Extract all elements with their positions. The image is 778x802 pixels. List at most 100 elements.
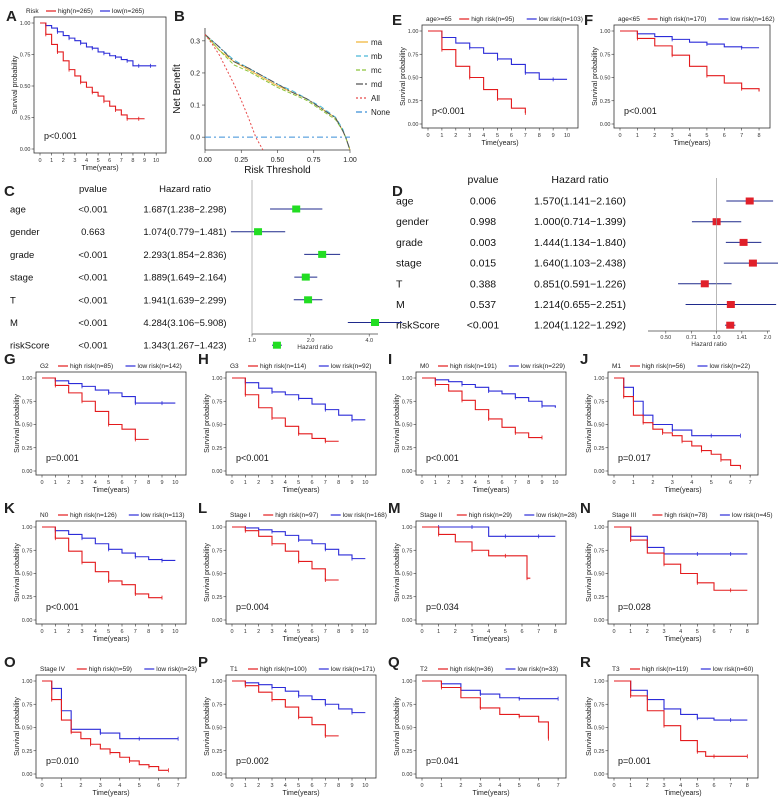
- x-tick-label: 3: [270, 480, 273, 486]
- p-value-label: p<0.001: [46, 602, 79, 612]
- legend-low-label: low risk(n=23): [156, 666, 197, 673]
- km-panel-m: 0 1 2 3 4 5 6 7 8 0.00 0.25 0.50 0.75 1.00 Time(years)…: [394, 512, 577, 643]
- x-tick-label: 4: [474, 480, 477, 486]
- panel-letter-f: F: [584, 12, 593, 29]
- hr-marker: [301, 273, 310, 281]
- plot-frame: [607, 371, 759, 476]
- plot-frame: [415, 371, 567, 476]
- legend-title: Risk: [26, 8, 39, 15]
- y-tick-label: 0.75: [402, 548, 413, 554]
- row-variable: T: [10, 295, 16, 306]
- y-tick-label: 0.25: [402, 749, 413, 755]
- x-tick-label: 0.75: [307, 157, 321, 164]
- x-axis-label: Time(years): [282, 790, 319, 797]
- y-tick-label: 0.00: [22, 618, 33, 624]
- x-tick-label: 6: [120, 480, 123, 486]
- x-tick-label: 8: [758, 133, 761, 139]
- x-tick-label: 1: [632, 480, 635, 486]
- y-tick-label: 0.00: [22, 469, 33, 475]
- x-tick-label: 9: [143, 158, 146, 164]
- row-pvalue: 0.537: [470, 299, 496, 311]
- high-risk-curve: [232, 526, 339, 581]
- x-tick-label: 0: [420, 480, 423, 486]
- row-hazard-ratio: 1.214(0.655−2.251): [534, 299, 626, 311]
- plot-frame: [35, 674, 187, 779]
- panel-letter-i: I: [388, 351, 392, 368]
- x-tick-label: 3: [671, 133, 674, 139]
- p-value-label: p=0.017: [618, 453, 651, 463]
- legend-high-label: high risk(n=126): [70, 512, 117, 519]
- header-pvalue: pvalue: [79, 184, 107, 195]
- x-tick-label: 1: [629, 629, 632, 635]
- x-tick-label: 7: [324, 629, 327, 635]
- y-tick-label: 1.00: [402, 376, 413, 382]
- x-tick-label: 3: [270, 629, 273, 635]
- x-tick-label: 9: [160, 480, 163, 486]
- x-tick-label: 0.25: [234, 157, 248, 164]
- y-tick-label: 1.00: [22, 679, 33, 685]
- y-tick-label: 0.00: [402, 469, 413, 475]
- y-tick-label: 0.00: [594, 772, 605, 778]
- x-tick-label: 3: [80, 480, 83, 486]
- high-risk-curve: [422, 377, 542, 439]
- p-value-label: p=0.034: [426, 602, 459, 612]
- y-axis-label: Survival probability: [400, 47, 407, 106]
- x-tick-label: 2: [257, 480, 260, 486]
- row-variable: riskScore: [10, 341, 50, 352]
- legend-low-label: low risk(n=171): [331, 666, 375, 673]
- dca-panel-b: 0.00 0.25 0.50 0.75 1.00 0.0 0.1 0.2 0.3 Risk Thr…: [172, 28, 391, 176]
- x-axis-label: Time(years): [481, 140, 518, 147]
- y-tick-label: 0.50: [594, 423, 605, 429]
- x-tick-label: 0.71: [686, 335, 697, 341]
- x-tick-label: 3: [99, 783, 102, 789]
- x-tick-label: 0: [230, 783, 233, 789]
- row-hazard-ratio: 1.343(1.267−1.423): [143, 341, 226, 352]
- hr-marker: [304, 296, 313, 304]
- y-tick-label: 0.25: [212, 749, 223, 755]
- x-tick-label: 1: [60, 783, 63, 789]
- high-risk-curve: [620, 30, 760, 92]
- y-tick-label: 0.75: [594, 702, 605, 708]
- x-tick-label: 6: [723, 133, 726, 139]
- x-tick-label: 5: [696, 783, 699, 789]
- y-tick-label: 0.1: [190, 103, 200, 110]
- hr-marker: [700, 280, 709, 288]
- y-tick-label: 0.25: [600, 99, 611, 105]
- x-tick-label: 0: [40, 783, 43, 789]
- legend-low-label: low risk(n=168): [343, 512, 387, 519]
- x-tick-label: 2: [646, 783, 649, 789]
- high-risk-curve: [42, 680, 169, 771]
- x-axis-label: Hazard ratio: [297, 344, 333, 351]
- y-tick-label: 0.50: [600, 76, 611, 82]
- x-tick-label: 2: [257, 783, 260, 789]
- forest-panel-d: pvalue Hazard ratio age 0.006 1.570(1.141−2.…: [396, 174, 778, 348]
- row-hazard-ratio: 2.293(1.854−2.836): [143, 250, 226, 261]
- x-tick-label: 3: [671, 480, 674, 486]
- x-tick-label: 6: [712, 783, 715, 789]
- y-tick-label: 1.00: [600, 29, 611, 35]
- x-tick-label: 4.0: [365, 338, 373, 344]
- legend-high-label: high risk(n=29): [469, 512, 512, 519]
- x-tick-label: 7: [729, 629, 732, 635]
- x-tick-label: 6: [500, 480, 503, 486]
- x-tick-label: 5: [107, 629, 110, 635]
- curve-mb: [204, 34, 351, 151]
- x-tick-label: 0: [612, 480, 615, 486]
- legend-title: age<65: [618, 16, 640, 23]
- x-tick-label: 8: [337, 629, 340, 635]
- legend-label-mc: mc: [371, 66, 382, 75]
- row-variable: M: [10, 318, 18, 329]
- x-tick-label: 4: [688, 133, 691, 139]
- legend-high-label: high risk(n=95): [471, 16, 514, 23]
- x-tick-label: 1: [244, 783, 247, 789]
- y-axis-label: Survival probability: [204, 394, 211, 453]
- x-tick-label: 2: [62, 158, 65, 164]
- y-tick-label: 0.25: [212, 446, 223, 452]
- legend-low-label: low risk(n=28): [536, 512, 577, 519]
- legend-high-label: high risk(n=85): [70, 363, 113, 370]
- p-value-label: p=0.001: [46, 453, 79, 463]
- x-axis-label: Time(years): [472, 636, 509, 643]
- y-axis-label: Net Benefit: [172, 64, 183, 114]
- high-risk-curve: [232, 680, 339, 737]
- y-axis-label: Survival probability: [394, 394, 401, 453]
